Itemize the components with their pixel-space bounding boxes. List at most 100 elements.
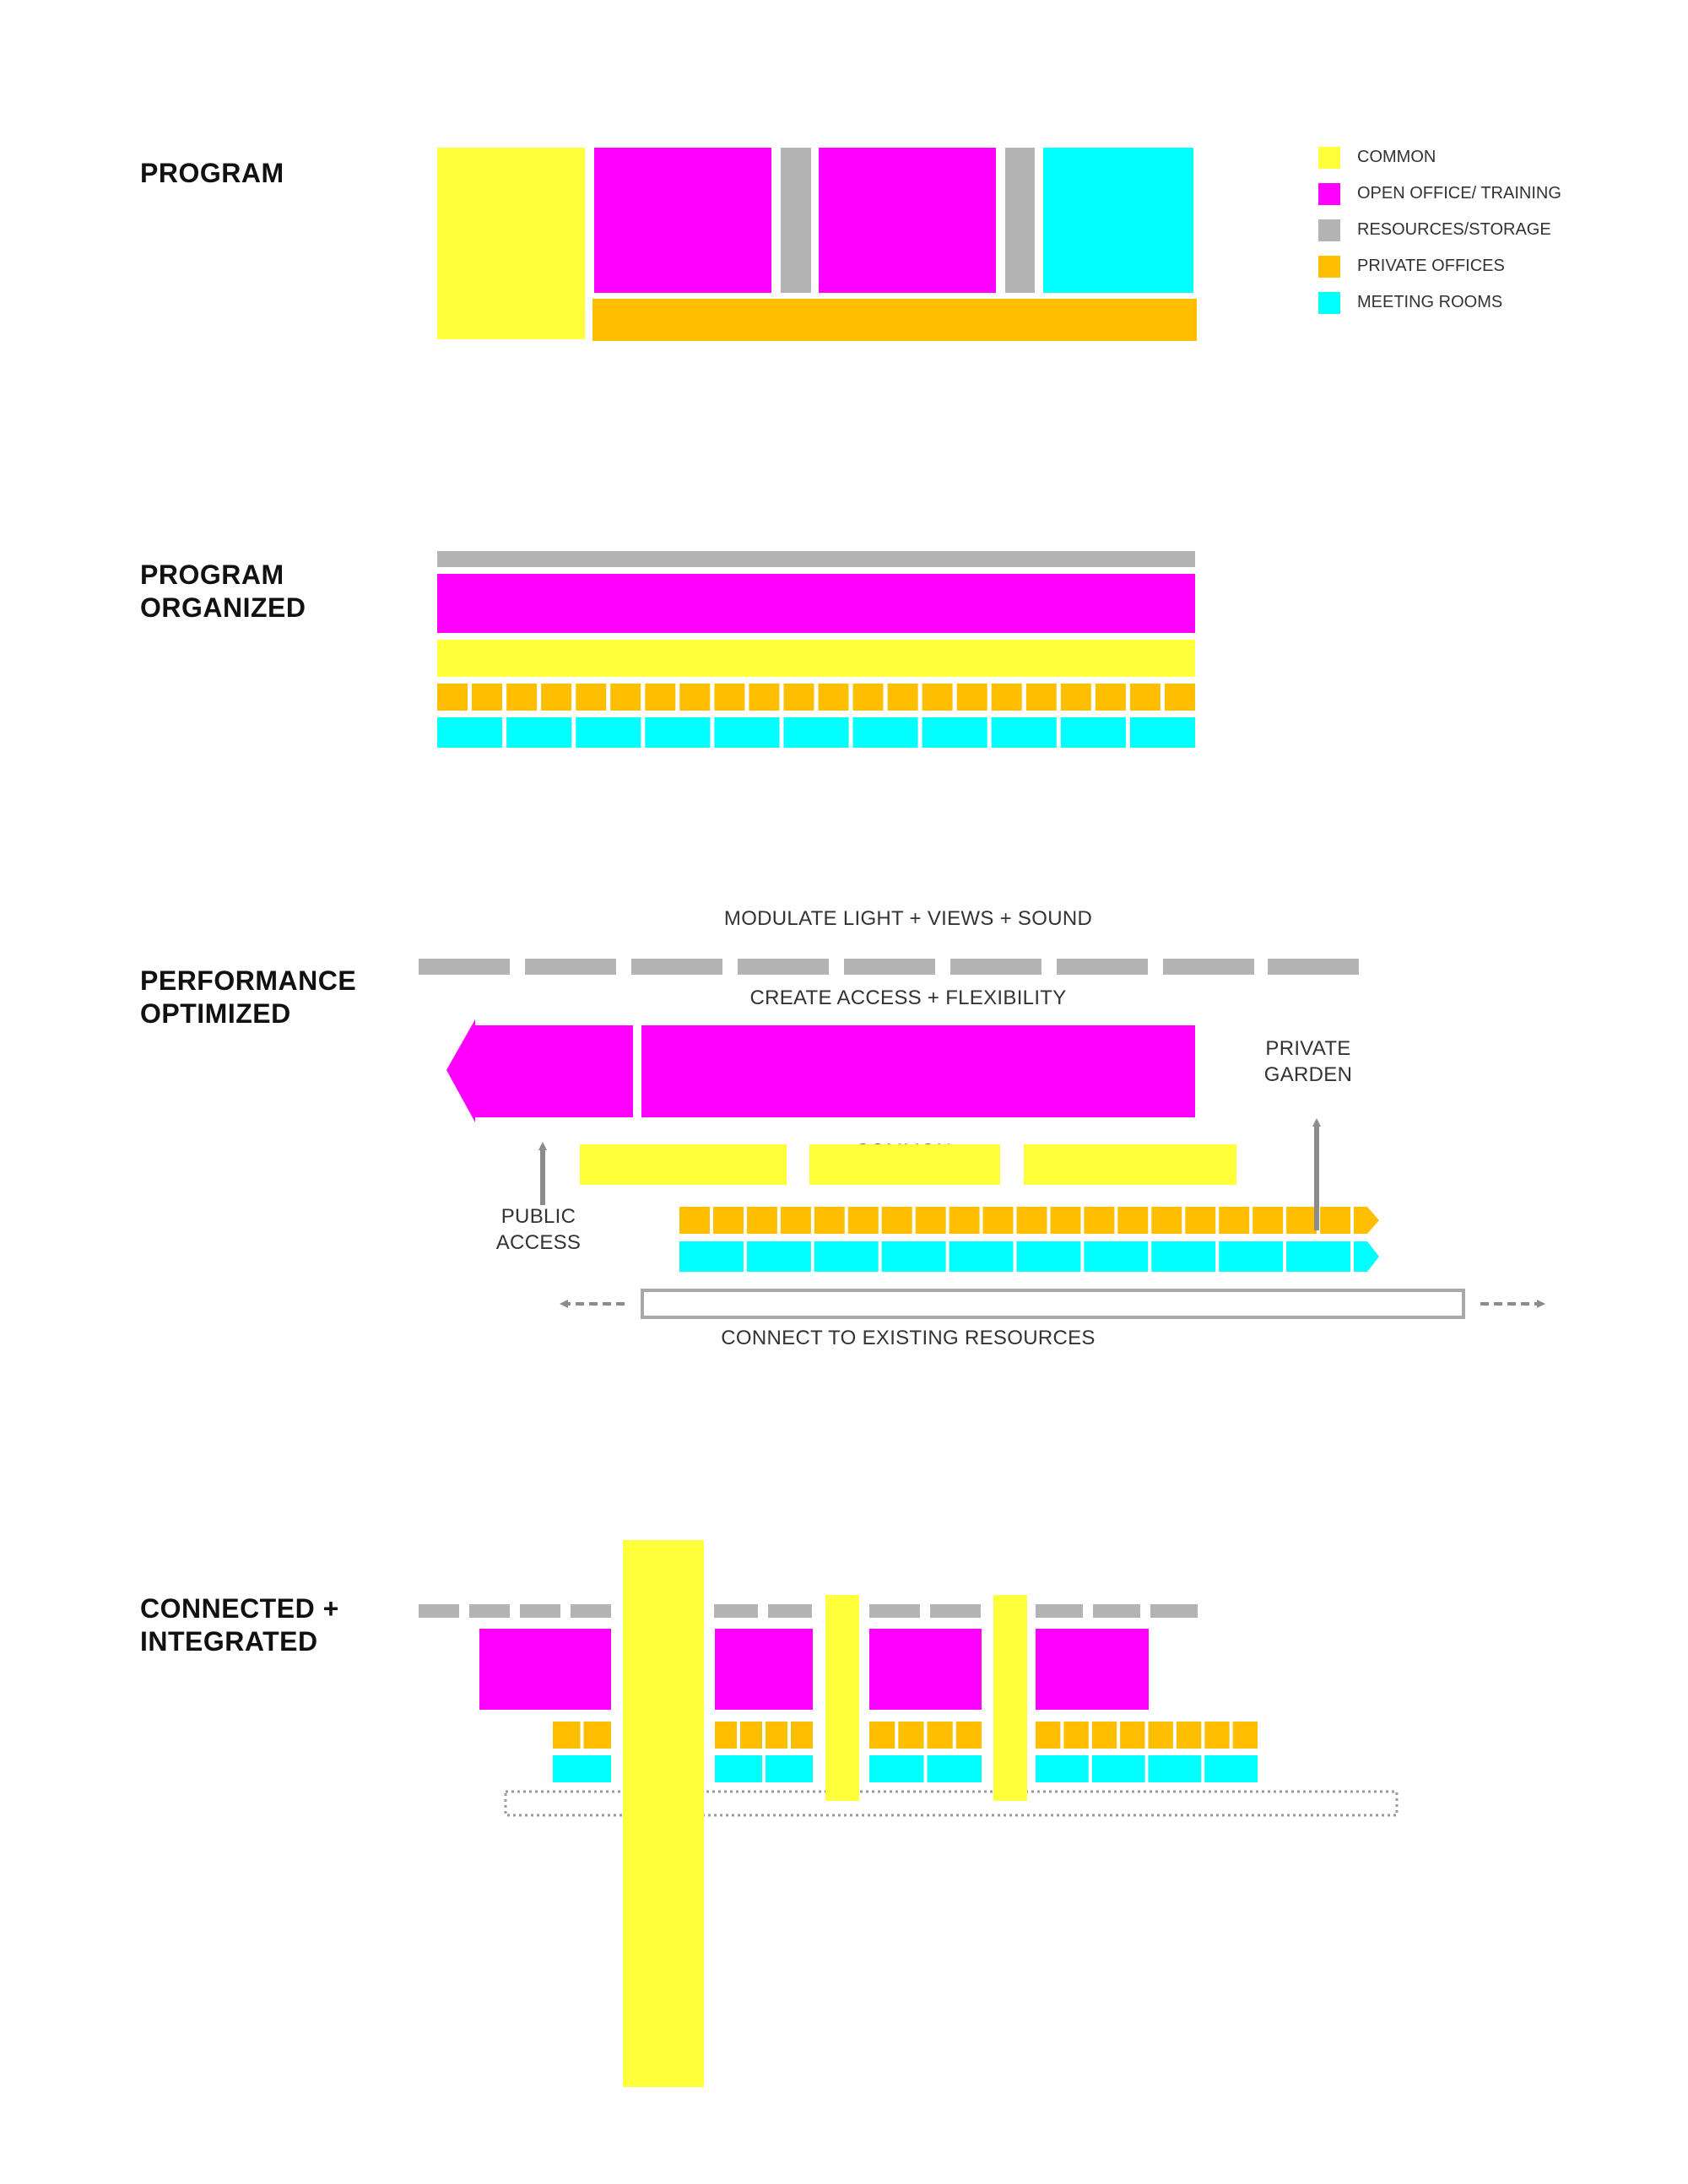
private-office-cell <box>740 1722 762 1749</box>
private-office-cell <box>991 684 1022 711</box>
meeting-room-cell <box>1148 1755 1202 1782</box>
meeting-room-cell <box>814 1241 879 1272</box>
private-office-cell <box>713 1207 744 1234</box>
private-office-cell <box>610 684 641 711</box>
meeting-room-cell <box>1036 1755 1089 1782</box>
common-block <box>437 148 585 339</box>
private-office-cell <box>1176 1722 1202 1749</box>
common-bar <box>437 640 1195 677</box>
meeting-room-cell <box>746 1241 811 1272</box>
meeting-room-cell <box>766 1755 813 1782</box>
private-office-cell <box>783 684 814 711</box>
private-office-cell <box>1232 1722 1258 1749</box>
screen-dash <box>1057 959 1148 975</box>
private-office-cell <box>818 684 849 711</box>
private-office-cell <box>1025 684 1057 711</box>
existing-resources-bar <box>641 1289 1465 1319</box>
meeting-room-cell <box>715 1755 762 1782</box>
meeting-rooms-row <box>553 1755 1258 1782</box>
connected-diagram-group <box>419 1540 1399 2087</box>
private-offices-block <box>592 299 1197 341</box>
legend-swatch-meeting-rooms <box>1318 292 1340 314</box>
resources-bar <box>437 551 1195 567</box>
modulate-light-label: MODULATE LIGHT + VIEWS + SOUND <box>723 907 1093 930</box>
screen-dash <box>1150 1604 1198 1618</box>
screen-dash <box>520 1604 560 1618</box>
screen-dash <box>844 959 935 975</box>
meeting-room-cell <box>1286 1241 1350 1272</box>
private-office-cell <box>1286 1207 1317 1234</box>
title-line: PROGRAM <box>140 158 284 188</box>
screen-dash <box>1268 959 1359 975</box>
public-access-line: PUBLIC <box>500 1205 576 1228</box>
meeting-room-cell <box>679 1241 744 1272</box>
common-tower <box>993 1595 1027 1801</box>
meeting-room-cell <box>576 717 641 748</box>
private-office-cell <box>437 684 468 711</box>
legend-label-common: COMMON <box>1357 148 1436 166</box>
section-title-connected-integrated: CONNECTED + INTEGRATED <box>140 1592 339 1658</box>
private-office-cell <box>949 1207 980 1234</box>
open-office-block <box>715 1629 813 1710</box>
meeting-room-cell <box>881 1241 946 1272</box>
common-block <box>580 1144 787 1185</box>
private-office-cell <box>679 1207 710 1234</box>
private-office-cell <box>1063 1722 1089 1749</box>
meeting-room-cell <box>1016 1241 1081 1272</box>
private-office-cell <box>576 684 607 711</box>
private-office-cell <box>766 1722 787 1749</box>
public-access-label: PUBLIC ACCESS <box>496 1203 582 1256</box>
private-office-cell <box>927 1722 953 1749</box>
private-office-cell <box>1120 1722 1145 1749</box>
section-title-performance-optimized: PERFORMANCE OPTIMIZED <box>140 965 356 1030</box>
private-office-cell <box>1185 1207 1216 1234</box>
meeting-room-cell <box>506 717 572 748</box>
legend-label-open-office: OPEN OFFICE/ TRAINING <box>1357 184 1561 203</box>
private-office-cell <box>982 1207 1014 1234</box>
private-office-cell <box>1148 1722 1173 1749</box>
meeting-rooms-arrow-tip <box>1354 1241 1379 1272</box>
private-offices-row <box>437 684 1195 711</box>
screen-dashes <box>419 1604 1198 1618</box>
screen-dash <box>738 959 829 975</box>
title-line: PERFORMANCE <box>140 965 357 996</box>
meeting-room-cell <box>1219 1241 1284 1272</box>
screen-dash <box>714 1604 758 1618</box>
private-office-cell <box>956 684 987 711</box>
meeting-room-cell <box>645 717 711 748</box>
private-office-cell <box>847 1207 879 1234</box>
private-office-cell <box>1016 1207 1047 1234</box>
meeting-room-cell <box>852 717 918 748</box>
meeting-rooms-block <box>1043 148 1193 293</box>
private-office-cell <box>679 684 711 711</box>
meeting-room-cell <box>1204 1755 1258 1782</box>
private-office-cell <box>1219 1207 1250 1234</box>
private-office-cell <box>472 684 502 711</box>
private-office-cell <box>898 1722 924 1749</box>
private-office-cell <box>541 684 572 711</box>
common-block <box>1024 1144 1236 1185</box>
common-tower <box>825 1595 859 1801</box>
meeting-room-cell <box>1060 717 1126 748</box>
screen-dash <box>571 1604 611 1618</box>
screen-dash <box>1036 1604 1083 1618</box>
private-office-cell <box>881 1207 912 1234</box>
private-office-cell <box>1117 1207 1149 1234</box>
common-block <box>809 1144 1000 1185</box>
performance-diagram-group <box>419 959 1545 1319</box>
private-office-cell <box>746 1207 777 1234</box>
private-office-cell <box>1151 1207 1182 1234</box>
private-office-cell <box>1036 1722 1061 1749</box>
resources-block <box>781 148 811 293</box>
title-line: PROGRAM <box>140 560 284 590</box>
legend-label-resources: RESOURCES/STORAGE <box>1357 220 1551 239</box>
private-office-cell <box>553 1722 581 1749</box>
legend-swatch-common <box>1318 147 1340 169</box>
private-office-cell <box>1060 684 1091 711</box>
meeting-room-cell <box>553 1755 611 1782</box>
section-title-program-organized: PROGRAM ORGANIZED <box>140 559 306 624</box>
meeting-room-cell <box>922 717 987 748</box>
meeting-room-cell <box>949 1241 1014 1272</box>
meeting-room-cell <box>783 717 849 748</box>
legend-label-private-offices: PRIVATE OFFICES <box>1357 257 1505 275</box>
